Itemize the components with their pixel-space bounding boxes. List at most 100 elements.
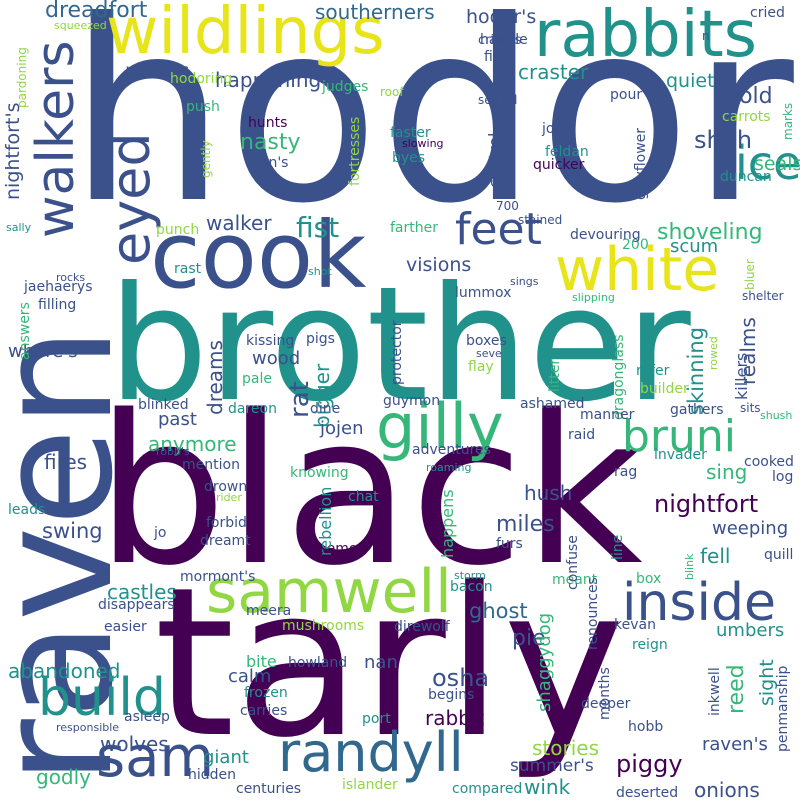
word-fortresses: fortresses [347, 116, 363, 186]
word-islander: islander [342, 777, 398, 793]
word-umbers: umbers [716, 620, 785, 641]
word-mention: mention [182, 457, 240, 473]
word-hidden: hidden [188, 767, 237, 783]
word-gently: gently [199, 140, 213, 178]
word-carries: carries [240, 703, 288, 719]
word-shoveling: shoveling [657, 220, 763, 245]
word-castles: castles [107, 580, 177, 604]
word-bacon: bacon [450, 579, 493, 595]
word-weeping: weeping [712, 518, 789, 539]
word-gilly: gilly [376, 390, 504, 463]
word-rider: rider [216, 491, 242, 504]
word-pour: pour [610, 87, 643, 103]
word-bluer: bluer [743, 259, 757, 290]
word-slipping: slipping [572, 291, 615, 304]
word-roof: roof [380, 85, 404, 99]
word-feet: feet [455, 204, 542, 255]
word-cooked: cooked [744, 454, 794, 470]
word-manner: manner [580, 407, 635, 423]
word-wink: wink [524, 775, 571, 799]
word-kissing: kissing [246, 333, 295, 349]
word-cold: cold [727, 84, 773, 109]
word-eyed: eyed [99, 132, 162, 265]
word-hodor: hodor [68, 0, 794, 258]
word-sally: sally [6, 221, 32, 234]
word-rag: rag [614, 464, 638, 480]
word-furs: furs [496, 536, 523, 552]
word-pie: pie [512, 626, 546, 651]
word-hodoring: hodoring [170, 71, 233, 87]
word-wolves: wolves [100, 732, 169, 756]
word-n: n [702, 29, 710, 43]
word-protector: protector [389, 320, 405, 385]
word-reed: reed [724, 664, 749, 714]
word-aemon: aemon [318, 541, 367, 557]
word-frozen: frozen [244, 685, 288, 701]
word-log: log [772, 469, 794, 485]
word-hobb: hobb [628, 719, 664, 735]
word-godly: godly [36, 765, 92, 789]
word-disappears: disappears [98, 597, 175, 613]
word-months: months [597, 667, 613, 720]
word-sing: sing [706, 460, 748, 484]
word-confuse: confuse [565, 535, 581, 590]
word-past: past [158, 409, 197, 430]
word-boxes: boxes [466, 333, 507, 349]
word-wood: wood [252, 348, 301, 369]
word-jaehaerys: jaehaerys [24, 279, 93, 295]
word-mormont-s: mormont's [180, 569, 256, 585]
word-white: white [555, 235, 720, 305]
word-tarly: tarly [154, 543, 625, 783]
word-slowing: slowing [402, 137, 444, 150]
word-quill: quill [764, 547, 794, 563]
word-visions: visions [406, 254, 472, 276]
word-farther: farther [390, 220, 438, 236]
word-invader: invader [654, 447, 707, 463]
word-joins: joins [542, 121, 575, 137]
word-rabbits: rabbits [534, 0, 757, 72]
word-brother: brother [108, 253, 691, 437]
word-summer-s: summer's [510, 756, 594, 776]
word-jo: jo [154, 525, 167, 541]
word-raven-s: raven's [702, 734, 768, 755]
word-bruni: bruni [622, 411, 737, 462]
word-leads: leads [8, 502, 46, 518]
word-guymon: guymon [383, 393, 441, 409]
word-drown: drown [204, 479, 248, 495]
word-meant: meant [552, 572, 598, 588]
word-abandoned: abandoned [8, 659, 121, 683]
word-gillyflower: gillyflower [633, 127, 649, 200]
word-marks: marks [781, 102, 795, 140]
word-killers: killers [732, 352, 751, 400]
word-responsible: responsible [56, 721, 120, 734]
word-pale: pale [242, 371, 272, 387]
word-gathers: gathers [670, 402, 724, 418]
word-ice: ice [735, 136, 800, 190]
word-seals: seals [754, 153, 800, 175]
word-asleep: asleep [124, 709, 170, 725]
word-line: line [610, 534, 626, 560]
word-mushrooms: mushrooms [282, 618, 365, 634]
word-dareon: dareon [228, 401, 277, 417]
word-duncan: duncan [720, 169, 772, 185]
word-storm: storm [454, 569, 486, 582]
word-deserted: deserted [616, 785, 679, 800]
word-adventures: adventures [412, 442, 491, 458]
word-port: port [362, 711, 391, 727]
word-begins: begins [428, 687, 475, 703]
word-handle: handle [480, 32, 528, 48]
word-sam: sam [96, 725, 215, 790]
word-box: box [636, 571, 662, 587]
word-jon-s: jon's [256, 155, 289, 171]
word-judges: judges [322, 79, 369, 95]
word-happening: happening [215, 68, 322, 92]
word-shaggydog: shaggydog [534, 612, 555, 712]
word-knowing: knowing [290, 465, 349, 481]
word-carrots: carrots [722, 109, 771, 125]
word-scum: scum [670, 236, 719, 257]
word-where-s: where's [8, 341, 78, 362]
word-answers: answers [17, 302, 33, 360]
word-blink: blink [683, 553, 696, 580]
word-refer: refer [636, 363, 670, 379]
word-rocks: rocks [56, 271, 86, 284]
